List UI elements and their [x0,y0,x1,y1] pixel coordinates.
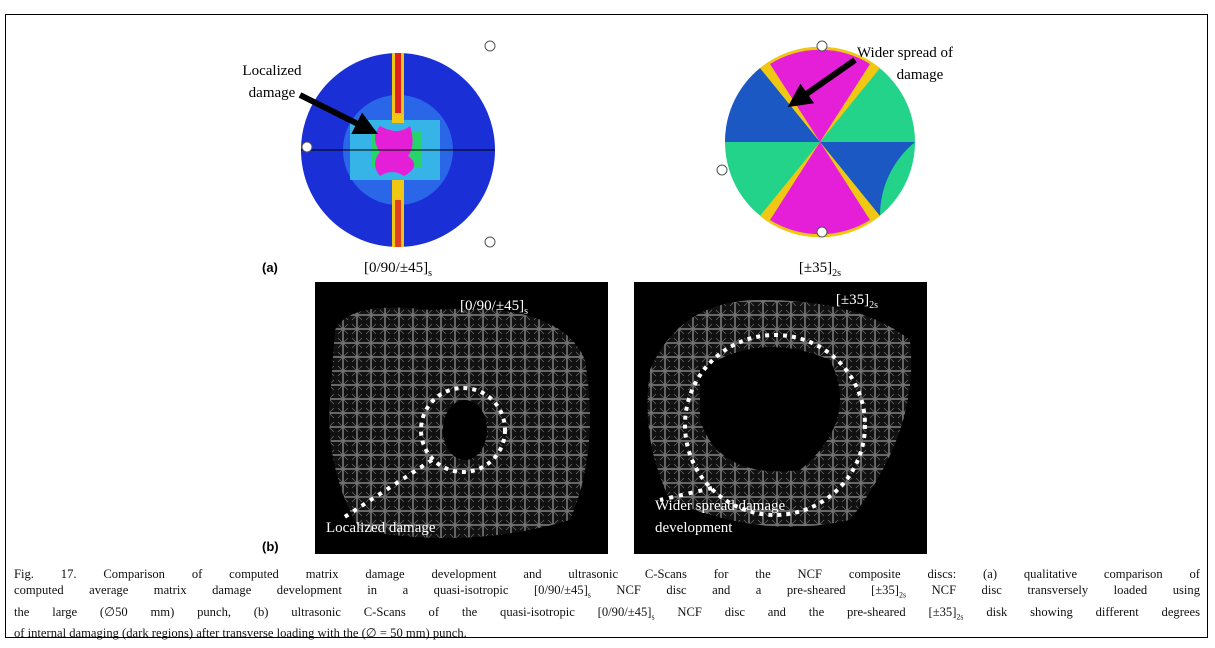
caption-text: computed average matrix damage developme… [14,583,588,597]
caption-line: computed average matrix damage developme… [14,582,1200,604]
caption-text: NCF disc and a pre-sheared [±35] [591,583,899,597]
callout: Localized damage [326,520,436,536]
layup-subscript: s [524,306,528,317]
callout: development [655,520,733,536]
callout: damage [249,85,296,101]
layup-text: [0/90/±45] [364,260,428,276]
caption: Fig. 17. Comparison of computed matrix d… [14,566,1200,641]
caption-text: the large (∅50 mm) punch, (b) ultrasonic… [14,605,651,619]
caption-text: Fig. 17. Comparison of computed matrix d… [14,567,1200,581]
caption-line: of internal damaging (dark regions) afte… [14,625,1200,641]
callout: Wider spread of [857,45,953,61]
layup-subscript: 2s [832,268,841,279]
caption-line: Fig. 17. Comparison of computed matrix d… [14,566,1200,582]
caption-text: NCF disc and the pre-sheared [±35] [655,605,957,619]
layup-label: [±35]2s [799,260,841,279]
panel-label: (a) [262,260,278,275]
callout: Localized [242,63,302,79]
panel-label: (b) [262,539,279,554]
caption-text: of internal damaging (dark regions) afte… [14,626,467,640]
layup-subscript: 2s [869,300,878,311]
page: (a)(b)[0/90/±45]sLocalizeddamage[±35]2sW… [0,0,1215,648]
sim-disc-right [717,41,915,237]
layup-text: [±35] [799,260,832,276]
caption-subscript: 2s [956,612,963,621]
layup-label: [0/90/±45]s [364,260,432,279]
caption-text: NCF disc transversely loaded using [906,583,1200,597]
c-scan-left [315,282,608,554]
sim-disc-left [300,41,495,247]
callout: damage [897,67,944,83]
callout: Wider spread damage [655,498,786,514]
layup-text: [±35] [836,292,869,308]
figure: (a)(b)[0/90/±45]sLocalizeddamage[±35]2sW… [0,0,1215,648]
layup-text: [0/90/±45] [460,298,524,314]
layup-subscript: s [428,268,432,279]
caption-text: disk showing different degrees [964,605,1200,619]
caption-line: the large (∅50 mm) punch, (b) ultrasonic… [14,604,1200,626]
